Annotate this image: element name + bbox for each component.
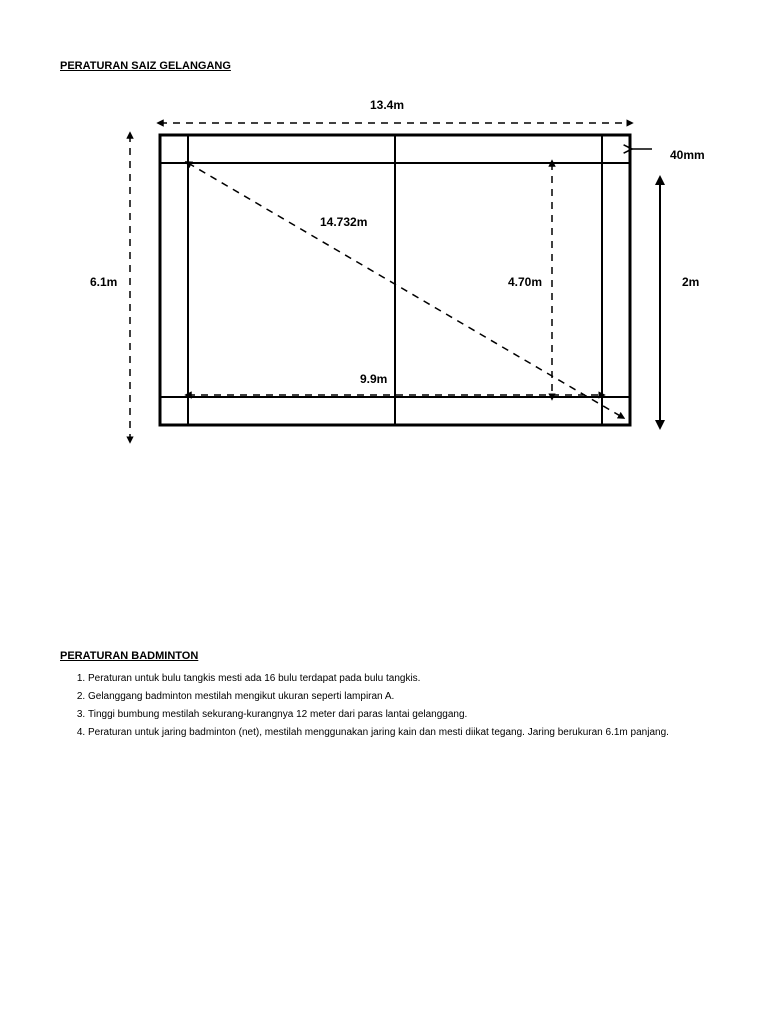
label-right-small: 40mm (670, 148, 705, 162)
court-diagram: 13.4m 6.1m 14.732m 9.9m 4.70m 40mm 2m (90, 100, 690, 460)
section2-title: PERATURAN BADMINTON (60, 650, 718, 662)
rules-list: Peraturan untuk bulu tangkis mesti ada 1… (60, 672, 718, 740)
label-top-width: 13.4m (370, 98, 404, 112)
label-diagonal: 14.732m (320, 215, 367, 229)
section1-title: PERATURAN SAIZ GELANGANG (60, 60, 718, 72)
rule-item: Peraturan untuk jaring badminton (net), … (88, 726, 718, 740)
rule-item: Tinggi bumbung mestilah sekurang-kurangn… (88, 708, 718, 722)
rule-item: Gelanggang badminton mestilah mengikut u… (88, 690, 718, 704)
label-right-height: 2m (682, 275, 699, 289)
label-inner-height: 4.70m (508, 275, 542, 289)
court-svg (90, 100, 730, 460)
label-left-height: 6.1m (90, 275, 117, 289)
rule-item: Peraturan untuk bulu tangkis mesti ada 1… (88, 672, 718, 686)
label-inner-width: 9.9m (360, 372, 387, 386)
